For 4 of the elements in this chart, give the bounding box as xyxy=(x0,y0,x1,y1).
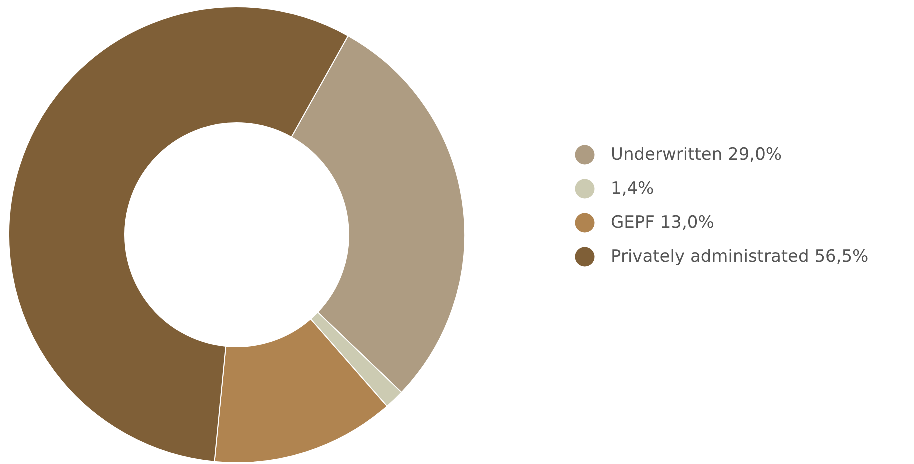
legend-label: GEPF 13,0% xyxy=(611,213,714,233)
legend-label: Privately administrated 56,5% xyxy=(611,247,869,267)
legend-label: 1,4% xyxy=(611,179,654,199)
legend-label: Underwritten 29,0% xyxy=(611,145,782,165)
